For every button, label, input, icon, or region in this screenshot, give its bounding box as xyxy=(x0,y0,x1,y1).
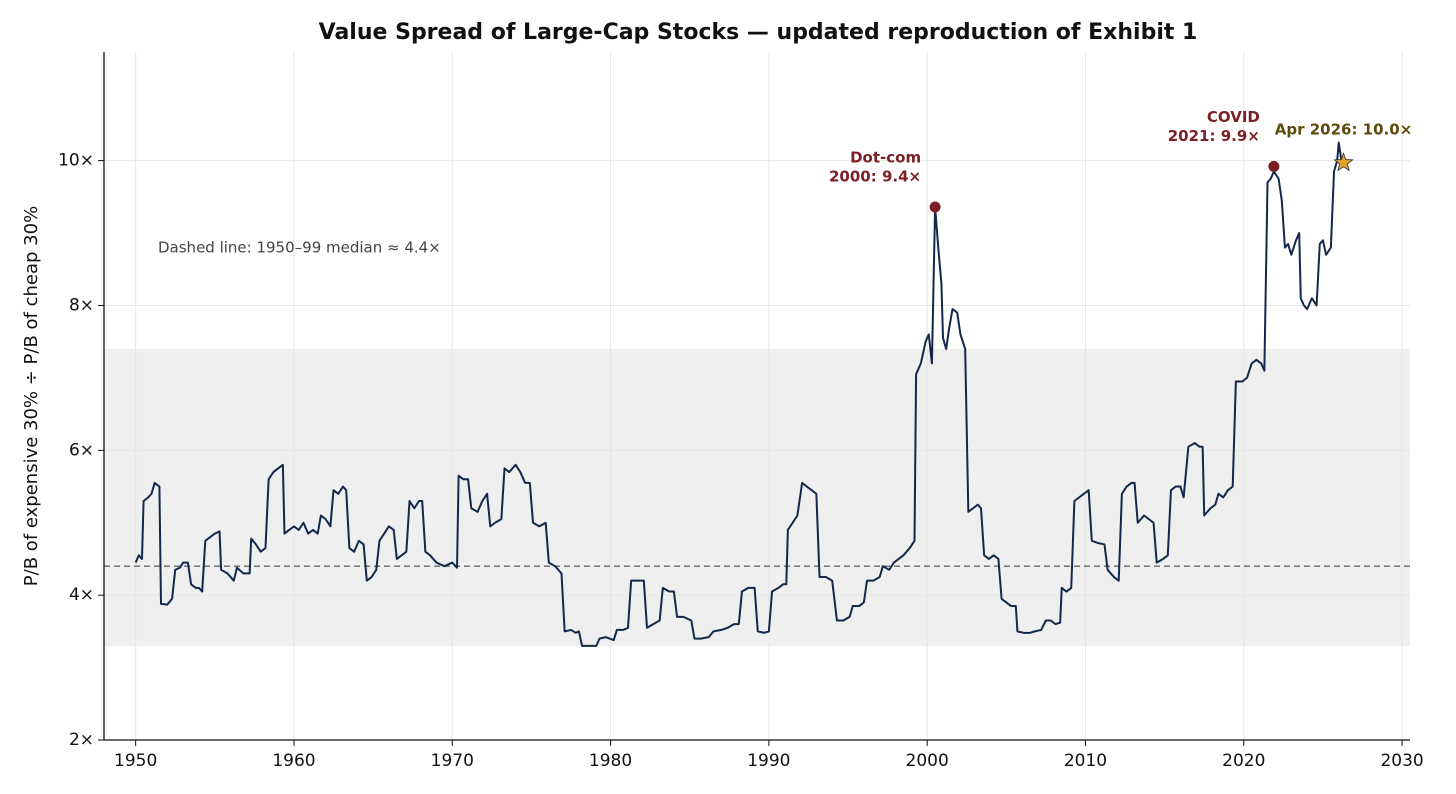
x-tick-label: 2030 xyxy=(1380,751,1423,771)
y-axis-label: P/B of expensive 30% ÷ P/B of cheap 30% xyxy=(21,206,42,586)
x-tick-label: 2010 xyxy=(1064,751,1107,771)
x-tick-label: 1980 xyxy=(589,751,632,771)
y-tick-label: 8× xyxy=(69,295,94,315)
annotation-label: Apr 2026: 10.0× xyxy=(1275,120,1413,138)
annotation-label: 2021: 9.9× xyxy=(1168,127,1260,145)
x-tick-label: 2020 xyxy=(1222,751,1265,771)
y-tick-label: 2× xyxy=(69,730,94,750)
shaded-band xyxy=(104,348,1410,646)
median-note: Dashed line: 1950–99 median ≈ 4.4× xyxy=(158,239,441,257)
x-tick-label: 1990 xyxy=(747,751,790,771)
chart-title: Value Spread of Large-Cap Stocks — updat… xyxy=(319,20,1198,45)
annotation-marker xyxy=(1268,160,1280,172)
x-tick-label: 1970 xyxy=(431,751,474,771)
y-tick-label: 4× xyxy=(69,585,94,605)
annotation-marker xyxy=(929,201,941,213)
annotation-label: Dot-com xyxy=(850,148,921,166)
annotation-label: COVID xyxy=(1207,108,1260,126)
y-tick-label: 10× xyxy=(58,151,94,171)
x-tick-label: 1960 xyxy=(272,751,315,771)
x-tick-label: 2000 xyxy=(906,751,949,771)
annotation-marker xyxy=(1333,152,1354,172)
data-line xyxy=(134,141,1343,647)
x-tick-label: 1950 xyxy=(114,751,157,771)
annotation-label: 2000: 9.4× xyxy=(829,167,921,185)
y-tick-label: 6× xyxy=(69,440,94,460)
